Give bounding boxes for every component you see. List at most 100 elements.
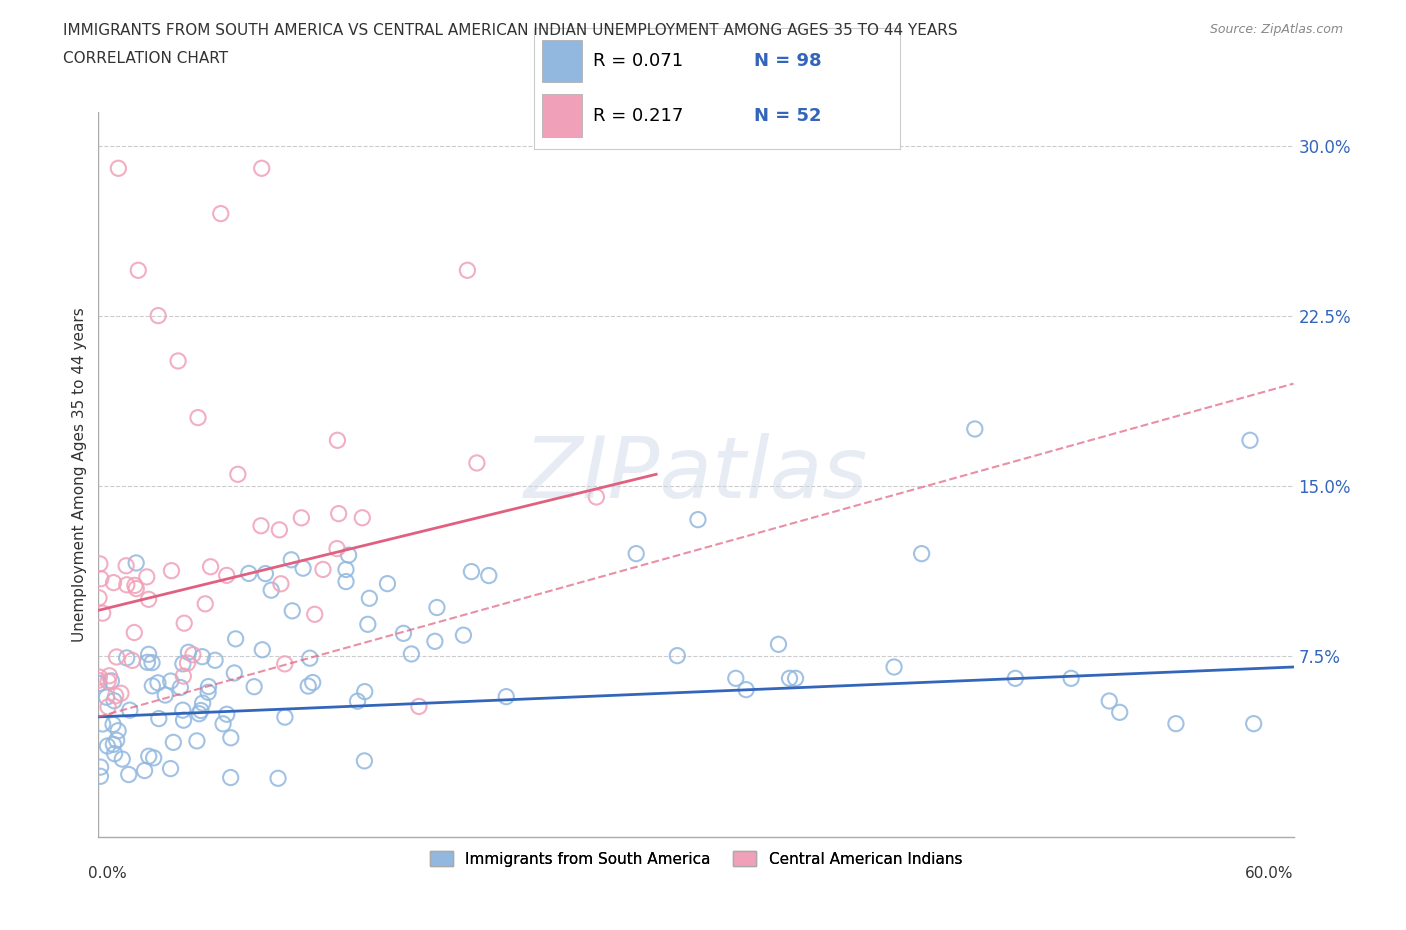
Point	[100, 673, 122, 688]
Point	[89, 556, 111, 571]
Point	[96, 690, 118, 705]
Point	[280, 552, 302, 567]
Point	[91, 716, 114, 731]
Point	[585, 489, 607, 504]
Point	[352, 511, 374, 525]
Point	[148, 308, 170, 323]
Point	[111, 751, 134, 766]
Point	[359, 591, 381, 605]
Text: 0.0%: 0.0%	[89, 867, 127, 882]
Point	[87, 591, 110, 605]
Point	[186, 734, 208, 749]
Point	[270, 577, 292, 591]
Point	[172, 657, 194, 671]
Point	[96, 738, 118, 753]
Point	[215, 707, 238, 722]
Point	[121, 653, 143, 668]
Point	[105, 733, 128, 748]
Point	[169, 680, 191, 695]
Point	[326, 432, 349, 447]
Point	[118, 767, 141, 782]
Point	[90, 760, 112, 775]
Point	[260, 583, 283, 598]
Point	[142, 751, 165, 765]
Point	[274, 710, 297, 724]
Point	[162, 735, 184, 750]
Point	[105, 649, 128, 664]
Point	[269, 523, 291, 538]
Point	[97, 673, 120, 688]
Text: CORRELATION CHART: CORRELATION CHART	[63, 51, 228, 66]
Point	[226, 467, 249, 482]
Point	[963, 421, 986, 436]
Text: N = 98: N = 98	[754, 52, 821, 70]
Point	[194, 596, 217, 611]
Point	[301, 675, 323, 690]
Point	[172, 703, 194, 718]
Point	[453, 628, 475, 643]
Point	[98, 669, 121, 684]
Point	[335, 562, 357, 577]
Point	[353, 753, 375, 768]
Point	[134, 764, 156, 778]
Point	[785, 671, 807, 685]
Point	[209, 206, 232, 221]
Point	[160, 564, 183, 578]
Point	[238, 566, 260, 581]
Point	[190, 703, 212, 718]
Point	[125, 555, 148, 570]
Text: N = 52: N = 52	[754, 107, 821, 125]
Point	[1243, 716, 1265, 731]
Point	[138, 647, 160, 662]
Point	[173, 616, 195, 631]
Point	[252, 643, 274, 658]
Text: R = 0.071: R = 0.071	[593, 52, 683, 70]
Point	[118, 703, 141, 718]
Point	[136, 655, 159, 670]
Point	[135, 569, 157, 584]
Point	[290, 511, 312, 525]
Point	[215, 568, 238, 583]
Point	[188, 706, 211, 721]
Point	[250, 161, 273, 176]
Point	[191, 696, 214, 711]
Point	[1004, 671, 1026, 685]
Point	[326, 541, 349, 556]
Point	[377, 577, 399, 591]
Point	[686, 512, 709, 527]
Point	[115, 558, 138, 573]
Point	[204, 653, 226, 668]
Point	[408, 699, 430, 714]
Point	[724, 671, 747, 685]
Point	[115, 578, 138, 592]
Point	[478, 568, 501, 583]
Point	[124, 625, 146, 640]
Point	[124, 578, 146, 592]
Point	[353, 684, 375, 699]
Point	[104, 746, 127, 761]
Point	[281, 604, 304, 618]
Point	[423, 634, 446, 649]
Point	[219, 730, 242, 745]
Point	[172, 669, 194, 684]
Point	[401, 646, 423, 661]
Point	[328, 506, 350, 521]
Point	[1060, 671, 1083, 685]
Point	[167, 353, 190, 368]
Point	[159, 673, 181, 688]
Point	[110, 685, 132, 700]
Point	[883, 659, 905, 674]
Y-axis label: Unemployment Among Ages 35 to 44 years: Unemployment Among Ages 35 to 44 years	[72, 307, 87, 642]
Point	[298, 651, 321, 666]
Point	[127, 263, 149, 278]
Point	[115, 650, 138, 665]
Point	[465, 456, 488, 471]
Point	[297, 679, 319, 694]
Point	[107, 161, 129, 176]
Point	[456, 263, 478, 278]
Point	[101, 717, 124, 732]
Point	[292, 561, 315, 576]
Text: R = 0.217: R = 0.217	[593, 107, 683, 125]
Point	[176, 656, 198, 671]
Point	[200, 559, 222, 574]
